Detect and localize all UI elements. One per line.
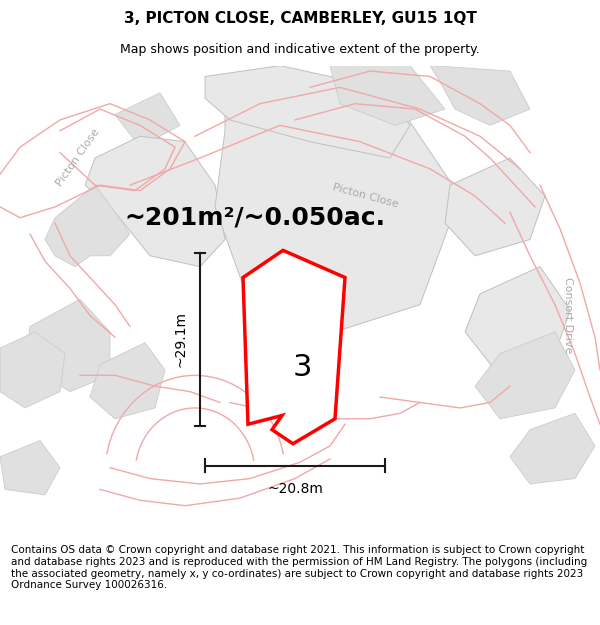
Polygon shape	[45, 185, 130, 267]
Polygon shape	[85, 136, 225, 267]
Polygon shape	[0, 441, 60, 495]
Text: 3, PICTON CLOSE, CAMBERLEY, GU15 1QT: 3, PICTON CLOSE, CAMBERLEY, GU15 1QT	[124, 11, 476, 26]
Polygon shape	[330, 66, 445, 126]
Polygon shape	[25, 299, 110, 392]
Text: ~201m²/~0.050ac.: ~201m²/~0.050ac.	[125, 206, 386, 230]
Text: Map shows position and indicative extent of the property.: Map shows position and indicative extent…	[120, 42, 480, 56]
Text: 3: 3	[293, 352, 313, 382]
Polygon shape	[0, 332, 65, 408]
Polygon shape	[115, 92, 180, 147]
Polygon shape	[215, 76, 460, 332]
Polygon shape	[243, 251, 345, 444]
Polygon shape	[445, 158, 545, 256]
Text: Contains OS data © Crown copyright and database right 2021. This information is : Contains OS data © Crown copyright and d…	[11, 545, 587, 590]
Text: ~20.8m: ~20.8m	[267, 482, 323, 496]
Polygon shape	[205, 66, 410, 158]
Polygon shape	[510, 413, 595, 484]
Text: Picton Close: Picton Close	[331, 182, 399, 209]
Text: ~29.1m: ~29.1m	[173, 311, 187, 368]
Polygon shape	[90, 342, 165, 419]
Polygon shape	[465, 267, 570, 370]
Text: Consort Drive: Consort Drive	[563, 278, 573, 354]
Polygon shape	[430, 66, 530, 126]
Polygon shape	[475, 332, 575, 419]
Text: Picton Close: Picton Close	[55, 127, 101, 189]
